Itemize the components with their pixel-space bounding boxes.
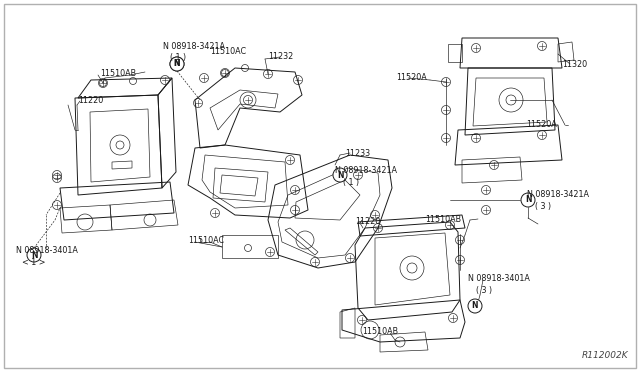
Circle shape	[27, 248, 41, 262]
Text: 11220: 11220	[355, 217, 380, 226]
Circle shape	[468, 299, 482, 313]
Text: ( 1 ): ( 1 )	[170, 53, 186, 62]
Text: 11510AC: 11510AC	[188, 236, 224, 245]
Text: N 08918-3401A: N 08918-3401A	[16, 246, 78, 255]
Text: 11520A: 11520A	[396, 73, 427, 82]
Text: R112002K: R112002K	[581, 351, 628, 360]
Circle shape	[170, 57, 184, 71]
Text: 11510AB: 11510AB	[100, 69, 136, 78]
Text: N: N	[337, 170, 343, 180]
Circle shape	[333, 168, 347, 182]
Text: N: N	[525, 196, 531, 205]
Text: 11232: 11232	[268, 52, 293, 61]
Text: N: N	[31, 250, 37, 260]
Text: ( 1 ): ( 1 )	[343, 178, 359, 187]
Text: 11510AB: 11510AB	[425, 215, 461, 224]
Text: ( 3 ): ( 3 )	[476, 286, 492, 295]
Text: N: N	[472, 301, 478, 311]
Text: 11320: 11320	[562, 60, 587, 69]
Circle shape	[521, 193, 535, 207]
Text: 11510AC: 11510AC	[210, 47, 246, 56]
Text: N: N	[173, 60, 180, 68]
Text: N 08918-3421A: N 08918-3421A	[335, 166, 397, 175]
Text: 11220: 11220	[78, 96, 103, 105]
Text: 11233: 11233	[345, 149, 370, 158]
Circle shape	[170, 57, 184, 71]
Text: N 08918-3421A: N 08918-3421A	[527, 190, 589, 199]
Text: < 1 >: < 1 >	[22, 258, 45, 267]
Text: 11520A: 11520A	[526, 120, 557, 129]
Text: 11510AB: 11510AB	[362, 327, 398, 336]
Text: N: N	[173, 60, 180, 68]
Text: N 08918-3401A: N 08918-3401A	[468, 274, 530, 283]
Text: N 08918-3421A: N 08918-3421A	[163, 42, 225, 51]
Text: ( 3 ): ( 3 )	[535, 202, 551, 211]
